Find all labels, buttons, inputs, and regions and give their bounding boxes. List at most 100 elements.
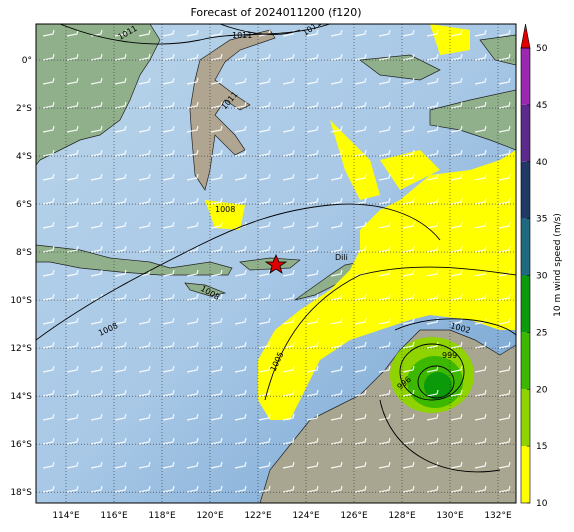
- wind-barb: [282, 197, 295, 205]
- wind-barb: [498, 101, 511, 109]
- wind-barb: [234, 269, 247, 277]
- wind-barb: [42, 29, 55, 37]
- wind-barb: [306, 461, 319, 469]
- colorbar-extension: [520, 23, 531, 49]
- wind-barb: [330, 221, 343, 229]
- wind-barb: [378, 245, 391, 253]
- wind-barb: [186, 221, 199, 229]
- wind-barb: [42, 173, 55, 181]
- wind-barb: [186, 173, 199, 181]
- colorbar-tick-label: 10: [536, 499, 548, 509]
- x-tick-label: 126°E: [340, 511, 368, 521]
- wind-barb: [450, 29, 463, 37]
- wind-barb: [162, 53, 175, 61]
- wind-barb: [234, 365, 247, 373]
- wind-barb: [138, 77, 151, 85]
- wind-barb: [186, 389, 199, 397]
- wind-barb: [210, 125, 223, 133]
- wind-barb: [426, 29, 439, 37]
- y-tick-label: 8°S: [16, 248, 32, 258]
- place-label: Dili: [335, 253, 348, 262]
- wind-barb: [354, 53, 367, 61]
- wind-barb: [354, 125, 367, 133]
- wind-barb: [42, 317, 55, 325]
- wind-barb: [402, 365, 415, 373]
- wind-barb: [402, 293, 415, 301]
- wind-barb: [354, 221, 367, 229]
- wind-barb: [498, 53, 511, 61]
- wind-barb: [66, 461, 79, 469]
- wind-barb: [186, 125, 199, 133]
- wind-barb: [162, 221, 175, 229]
- station-marker: [264, 253, 288, 274]
- wind-barb: [210, 197, 223, 205]
- isobar-label: 1008: [215, 205, 235, 214]
- wind-barb: [114, 197, 127, 205]
- wind-barb: [306, 413, 319, 421]
- wind-barb: [378, 293, 391, 301]
- wind-barb: [186, 245, 199, 253]
- wind-barb: [210, 485, 223, 493]
- wind-barb: [42, 53, 55, 61]
- wind-barb: [162, 77, 175, 85]
- wind-barb: [210, 317, 223, 325]
- wind-barb: [114, 149, 127, 157]
- wind-barb: [402, 221, 415, 229]
- wind-barb: [474, 389, 487, 397]
- y-tick-label: 18°S: [10, 488, 32, 498]
- wind-barb: [354, 341, 367, 349]
- wind-barb: [186, 317, 199, 325]
- wind-barb: [330, 413, 343, 421]
- colorbar-segment: [521, 275, 530, 333]
- wind-barb: [354, 245, 367, 253]
- wind-barb: [330, 29, 343, 37]
- colorbar-tick-label: 50: [536, 44, 548, 54]
- wind-barb: [330, 365, 343, 373]
- wind-barb: [306, 485, 319, 493]
- wind-barb: [330, 485, 343, 493]
- wind-barb: [186, 341, 199, 349]
- wind-barb: [378, 77, 391, 85]
- colorbar-tick-label: 15: [536, 442, 547, 452]
- wind-barb: [426, 389, 439, 397]
- wind-barb: [474, 245, 487, 253]
- wind-barb: [426, 341, 439, 349]
- wind-barb: [378, 221, 391, 229]
- wind-barb: [426, 293, 439, 301]
- wind-barb: [378, 413, 391, 421]
- wind-barb: [474, 197, 487, 205]
- wind-barb: [234, 317, 247, 325]
- wind-barb: [498, 461, 511, 469]
- wind-barb: [66, 173, 79, 181]
- wind-barb: [162, 317, 175, 325]
- wind-barb: [66, 317, 79, 325]
- wind-barb: [162, 461, 175, 469]
- wind-30: [424, 372, 452, 400]
- wind-barb: [66, 485, 79, 493]
- wind-barb: [186, 197, 199, 205]
- wind-barb: [450, 485, 463, 493]
- wind-barb: [330, 125, 343, 133]
- wind-barb: [66, 53, 79, 61]
- wind-barb: [138, 245, 151, 253]
- wind-barb: [234, 389, 247, 397]
- wind-barb: [138, 461, 151, 469]
- wind-barb: [186, 29, 199, 37]
- wind-barb: [498, 365, 511, 373]
- wind-barb: [210, 461, 223, 469]
- y-tick-label: 2°S: [16, 104, 32, 114]
- wind-barb: [306, 245, 319, 253]
- wind-barb: [450, 389, 463, 397]
- wind-barb: [114, 317, 127, 325]
- wind-barb: [42, 413, 55, 421]
- wind-barb: [282, 149, 295, 157]
- colorbar-segment: [521, 48, 530, 105]
- wind-barb: [210, 149, 223, 157]
- colorbar-tick-label: 35: [536, 215, 547, 225]
- wind-barb: [138, 413, 151, 421]
- colorbar: 10 15 20 25 30 35 40 45 50: [520, 23, 548, 509]
- wind-barb: [42, 485, 55, 493]
- wind-barb: [498, 221, 511, 229]
- map-area: 1011 1011 1011 1011 1008 1008 1008 1005 …: [36, 24, 516, 503]
- wind-15: [205, 24, 516, 420]
